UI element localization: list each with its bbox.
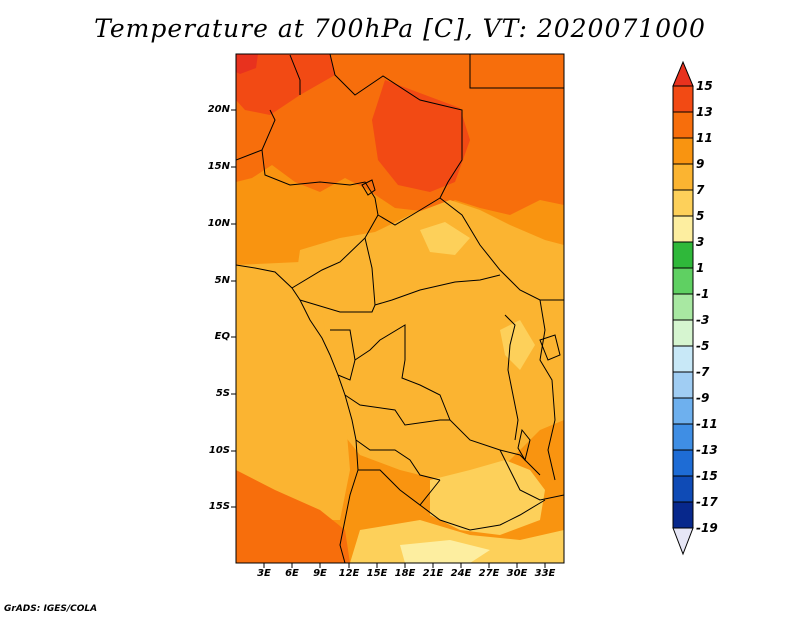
field-coldest-patch (400, 540, 490, 563)
lon-label: 27E (478, 568, 500, 579)
lat-label: EQ (214, 331, 230, 342)
field-atlantic (236, 262, 350, 520)
colorbar (672, 60, 694, 556)
colorbar-box (672, 475, 694, 503)
colorbar-label: 13 (696, 105, 713, 119)
lat-label: 10N (207, 218, 230, 229)
lon-label: 30E (506, 568, 528, 579)
lat-label: 15S (208, 501, 230, 512)
map-frame (235, 53, 565, 564)
colorbar-box (672, 397, 694, 425)
colorbar-box (672, 501, 694, 529)
lon-label: 12E (338, 568, 360, 579)
colorbar-label: -3 (696, 313, 710, 327)
colorbar-label: 9 (696, 157, 705, 171)
colorbar-box (672, 111, 694, 139)
colorbar-label: 7 (696, 183, 705, 197)
country-borders (236, 54, 564, 563)
colorbar-label: -17 (696, 495, 718, 509)
field-southwest-warm (236, 470, 350, 563)
colorbar-box (672, 137, 694, 165)
colorbar-label: 3 (696, 235, 705, 249)
field-central-cool (420, 222, 470, 255)
colorbar-label: -15 (696, 469, 718, 483)
lon-label: 9E (313, 568, 327, 579)
credit-text: GrADS: IGES/COLA (4, 604, 98, 614)
colorbar-box (672, 189, 694, 217)
colorbar-box (672, 215, 694, 243)
lat-label: 10S (208, 445, 230, 456)
colorbar-lower-arrow (672, 527, 694, 556)
lat-label: 5S (215, 388, 230, 399)
colorbar-box (672, 163, 694, 191)
colorbar-upper-arrow (672, 60, 694, 87)
colorbar-label: -7 (696, 365, 710, 379)
lat-label: 15N (207, 161, 230, 172)
lat-label: 5N (214, 275, 230, 286)
temperature-field (236, 54, 564, 563)
colorbar-box (672, 241, 694, 269)
field-equatorial (295, 200, 564, 480)
colorbar-label: 1 (696, 261, 705, 275)
colorbar-box (672, 345, 694, 373)
axis-ticks (231, 109, 546, 568)
lon-label: 24E (450, 568, 472, 579)
colorbar-label: 15 (696, 79, 713, 93)
lon-label: 21E (422, 568, 444, 579)
colorbar-box (672, 371, 694, 399)
colorbar-label: -13 (696, 443, 718, 457)
lon-label: 33E (534, 568, 556, 579)
colorbar-box (672, 267, 694, 295)
field-hot-core-west (236, 54, 335, 115)
map-title: Temperature at 700hPa [C], VT: 202007100… (94, 14, 706, 43)
colorbar-box (672, 423, 694, 451)
lon-label: 18E (394, 568, 416, 579)
lat-label: 20N (207, 104, 230, 115)
field-hot-core-east (372, 80, 470, 192)
colorbar-label: -19 (696, 521, 718, 535)
colorbar-label: -5 (696, 339, 710, 353)
lon-label: 6E (285, 568, 299, 579)
colorbar-box (672, 293, 694, 321)
colorbar-box (672, 85, 694, 113)
colorbar-label: 5 (696, 209, 705, 223)
lon-label: 15E (366, 568, 388, 579)
colorbar-box (672, 449, 694, 477)
colorbar-label: 11 (696, 131, 713, 145)
colorbar-box (672, 319, 694, 347)
colorbar-label: -9 (696, 391, 710, 405)
field-south-cool (430, 460, 545, 535)
lon-label: 3E (257, 568, 271, 579)
field-hottest (236, 54, 258, 74)
colorbar-label: -1 (696, 287, 710, 301)
colorbar-label: -11 (696, 417, 718, 431)
